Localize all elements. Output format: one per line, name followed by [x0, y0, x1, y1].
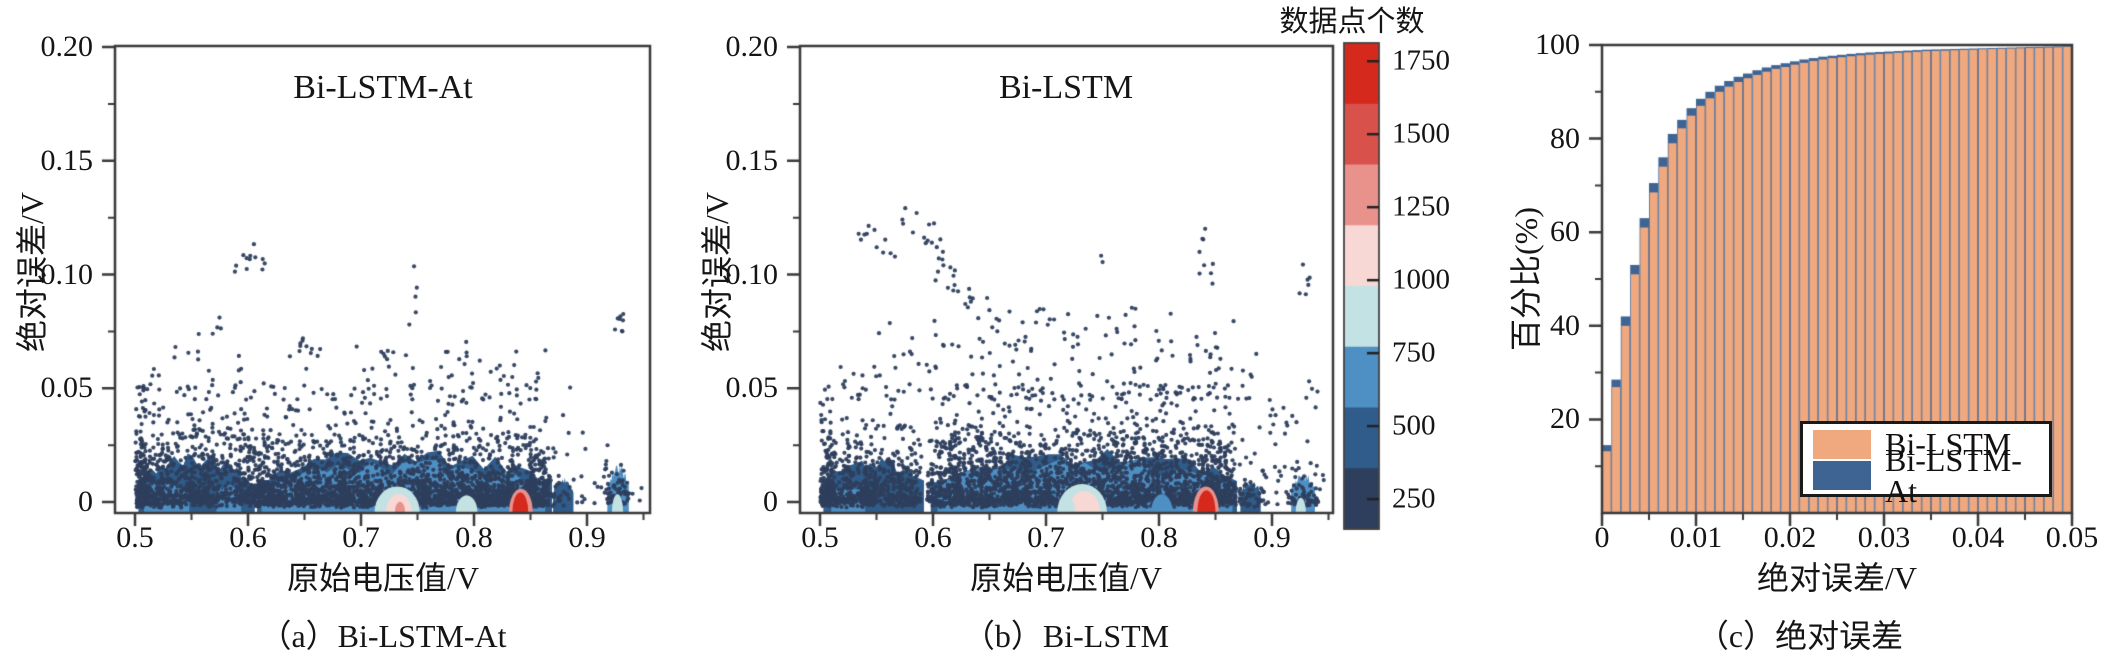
x-tick-label: 0.9: [1253, 521, 1291, 554]
colorbar-tick-label: 1250: [1392, 190, 1450, 223]
y-tick-label: 0.05: [40, 371, 94, 405]
legend-swatch-bi-lstm-at-icon: [1813, 461, 1871, 490]
y-tick-label: 0.10: [725, 257, 779, 291]
y-tick-label: 0.15: [40, 143, 94, 177]
colorbar-tick-label: 250: [1392, 482, 1436, 515]
x-tick-label: 0.03: [1857, 521, 1911, 554]
panel-a-title: Bi-LSTM-At: [293, 69, 473, 106]
panel-c-ylabel: 百分比(%): [1508, 207, 1544, 351]
y-tick-label: 0.20: [725, 30, 779, 63]
x-tick-label: 0.05: [2045, 521, 2099, 554]
x-tick-label: 0.01: [1669, 521, 1723, 554]
y-tick-label: 0.05: [725, 371, 779, 405]
legend-label-bi-lstm: Bi-LSTM: [1885, 426, 2012, 462]
y-tick-label: 0: [763, 485, 778, 518]
x-tick-label: 0.04: [1951, 521, 2005, 554]
y-tick-label: 0: [78, 485, 93, 518]
caption-a: （a）Bi-LSTM-At: [259, 618, 507, 653]
legend-label-bi-lstm-at: Bi-LSTM-At: [1885, 441, 2022, 509]
y-tick-label: 60: [1550, 215, 1580, 249]
x-tick-label: 0.6: [229, 521, 267, 554]
y-tick-label: 40: [1550, 308, 1580, 342]
x-tick-label: 0.7: [342, 521, 380, 554]
panel-c-xlabel: 绝对误差/V: [1756, 560, 1918, 596]
panel-a-xlabel: 原始电压值/V: [286, 560, 480, 596]
x-tick-label: 0.5: [801, 521, 839, 554]
y-tick-label: 0.15: [725, 143, 779, 177]
colorbar-tick-label: 750: [1392, 336, 1436, 369]
y-tick-label: 0.10: [40, 257, 94, 291]
y-tick-label: 100: [1535, 28, 1580, 61]
y-tick-label: 80: [1550, 121, 1580, 155]
x-tick-label: 0.6: [914, 521, 952, 554]
legend: Bi-LSTM Bi-LSTM-At: [1800, 421, 2052, 507]
caption-b: （b）Bi-LSTM: [962, 618, 1170, 653]
x-tick-label: 0.5: [116, 521, 154, 554]
panel-b-title: Bi-LSTM: [998, 69, 1134, 106]
x-tick-label: 0.7: [1027, 521, 1065, 554]
x-tick-label: 0.8: [455, 521, 493, 554]
legend-row-bi-lstm: Bi-LSTM: [1813, 426, 2039, 462]
caption-c: （c）绝对误差: [1696, 618, 1904, 653]
y-tick-label: 0.20: [40, 30, 94, 63]
colorbar-tick-label: 1750: [1392, 44, 1450, 77]
panel-b-xlabel: 原始电压值/V: [969, 560, 1163, 596]
x-tick-label: 0.02: [1763, 521, 1817, 554]
colorbar-tick-label: 500: [1392, 409, 1436, 442]
legend-row-bi-lstm-at: Bi-LSTM-At: [1813, 444, 2039, 507]
colorbar-tick-label: 1000: [1392, 263, 1450, 296]
x-tick-label: 0: [1594, 521, 1610, 554]
x-tick-label: 0.9: [568, 521, 606, 554]
x-tick-label: 0.8: [1140, 521, 1178, 554]
y-tick-label: 20: [1550, 402, 1580, 436]
colorbar-tick-label: 1500: [1392, 117, 1450, 150]
colorbar-title: 数据点个数: [1279, 6, 1425, 38]
legend-swatch-bi-lstm-icon: [1813, 430, 1871, 459]
